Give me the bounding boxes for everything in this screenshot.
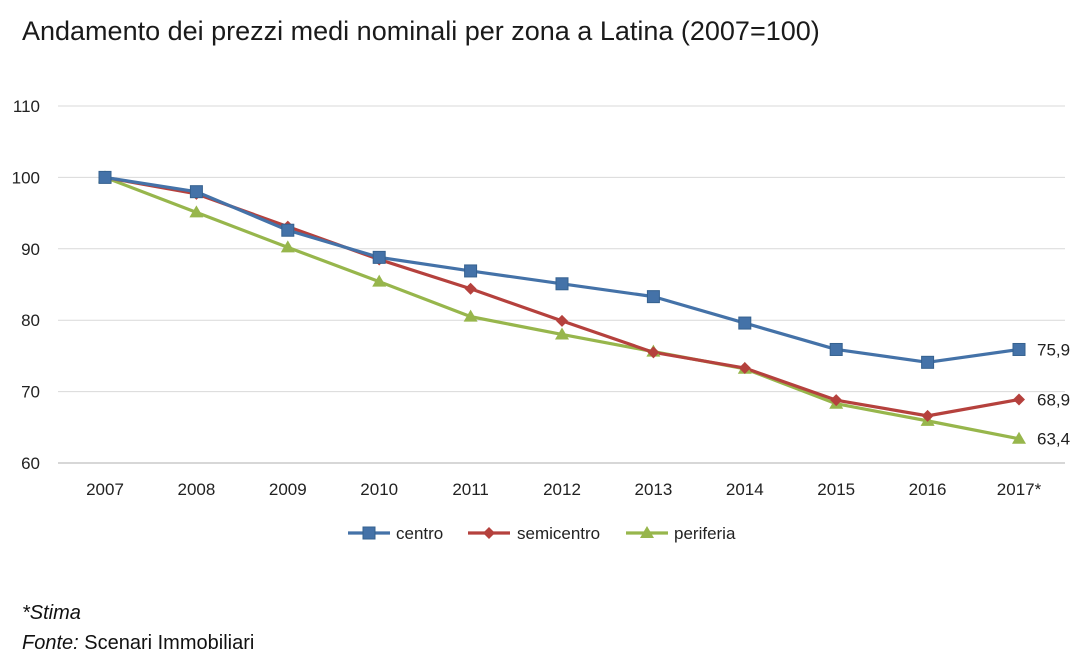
x-tick-label: 2007 xyxy=(86,480,124,499)
series-lines xyxy=(103,175,1021,441)
x-tick-label: 2008 xyxy=(177,480,215,499)
data-point-periferia xyxy=(463,309,478,322)
data-point-centro xyxy=(921,355,935,369)
end-label-semicentro: 68,9 xyxy=(1037,390,1070,409)
data-point-centro xyxy=(646,290,660,304)
data-point-semicentro xyxy=(647,346,660,359)
data-point-semicentro xyxy=(921,409,934,422)
legend: centro semicentro periferia xyxy=(348,524,736,543)
data-point-centro xyxy=(98,170,112,184)
x-tick-label: 2010 xyxy=(360,480,398,499)
data-point-centro xyxy=(829,342,843,356)
legend-marker-semicentro xyxy=(483,527,495,539)
end-label-periferia: 63,4 xyxy=(1037,430,1070,449)
x-tick-label: 2015 xyxy=(817,480,855,499)
y-axis-ticks: 60 70 80 90 100 110 xyxy=(12,97,40,473)
legend-label-periferia: periferia xyxy=(674,524,736,543)
legend-label-semicentro: semicentro xyxy=(517,524,600,543)
data-point-centro xyxy=(1012,342,1026,356)
x-tick-label: 2017* xyxy=(997,480,1042,499)
y-tick-label: 80 xyxy=(21,311,40,330)
series-line-periferia xyxy=(103,175,1021,441)
series-markers xyxy=(98,170,1026,444)
y-tick-label: 100 xyxy=(12,168,40,187)
data-point-periferia xyxy=(372,274,387,287)
data-point-semicentro xyxy=(1013,393,1025,406)
data-point-centro xyxy=(464,264,478,278)
x-tick-label: 2016 xyxy=(909,480,947,499)
data-point-periferia xyxy=(1012,431,1026,444)
data-point-centro xyxy=(281,223,295,237)
legend-marker-centro xyxy=(362,526,376,540)
y-tick-label: 90 xyxy=(21,240,40,259)
data-point-periferia xyxy=(189,205,204,218)
data-point-semicentro xyxy=(464,282,477,295)
source-label: Fonte: xyxy=(22,632,79,654)
data-point-semicentro xyxy=(830,394,843,407)
data-point-periferia xyxy=(280,240,295,253)
data-point-centro xyxy=(738,316,752,330)
x-tick-label: 2012 xyxy=(543,480,581,499)
data-point-centro xyxy=(189,185,203,199)
legend-marker-periferia xyxy=(640,526,654,538)
series-line-semicentro xyxy=(103,175,1021,418)
data-point-centro xyxy=(555,277,569,291)
y-tick-label: 60 xyxy=(21,454,40,473)
x-axis-ticks: 2007 2008 2009 2010 2011 2012 2013 2014 2015 2016… xyxy=(86,480,1042,499)
chart-title: Andamento dei prezzi medi nominali per z… xyxy=(22,16,820,46)
end-labels: 63,4 68,9 75,9 xyxy=(1037,340,1070,448)
footnote-source: Fonte: Scenari Immobiliari xyxy=(22,632,254,655)
legend-label-centro: centro xyxy=(396,524,443,543)
x-tick-label: 2011 xyxy=(452,480,489,499)
source-value: Scenari Immobiliari xyxy=(78,632,255,654)
x-tick-label: 2014 xyxy=(726,480,764,499)
data-point-centro xyxy=(372,250,386,264)
data-point-semicentro xyxy=(556,314,568,327)
x-tick-label: 2013 xyxy=(634,480,672,499)
footnote-stima: *Stima xyxy=(22,602,81,624)
y-tick-label: 70 xyxy=(21,383,40,402)
y-tick-label: 110 xyxy=(13,97,40,116)
end-label-centro: 75,9 xyxy=(1037,340,1070,359)
x-tick-label: 2009 xyxy=(269,480,307,499)
data-point-semicentro xyxy=(738,362,751,375)
data-point-periferia xyxy=(555,327,569,340)
